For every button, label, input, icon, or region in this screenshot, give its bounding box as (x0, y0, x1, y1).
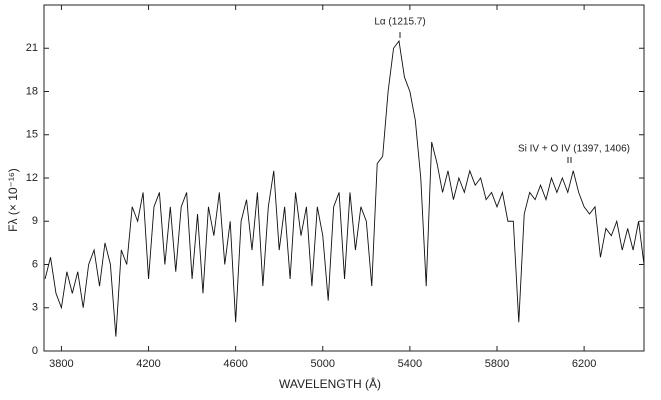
y-tick-label: 9 (32, 215, 38, 227)
x-tick-label: 4200 (136, 358, 160, 370)
y-tick-label: 12 (26, 172, 38, 184)
x-tick-label: 6200 (572, 358, 596, 370)
spectrum-line (44, 39, 645, 337)
y-tick-label: 15 (26, 129, 38, 141)
y-tick-label: 0 (32, 345, 38, 357)
y-tick-label: 18 (26, 85, 38, 97)
x-axis-label: WAVELENGTH (Å) (279, 376, 381, 391)
x-tick-label: 4600 (223, 358, 247, 370)
y-tick-label: 3 (32, 302, 38, 314)
y-axis-label: Fλ (× 10⁻¹⁶) (6, 168, 20, 232)
plot-frame (43, 4, 645, 352)
y-tick-label: 6 (32, 258, 38, 270)
y-tick-label: 21 (26, 42, 38, 54)
x-tick-label: 3800 (49, 358, 73, 370)
x-tick-label: 5000 (311, 358, 335, 370)
annotation: Lα (1215.7) (374, 17, 425, 28)
x-tick-label: 5400 (398, 358, 422, 370)
annotation: Si IV + O IV (1397, 1406) (518, 144, 630, 155)
x-tick-label: 5800 (485, 358, 509, 370)
